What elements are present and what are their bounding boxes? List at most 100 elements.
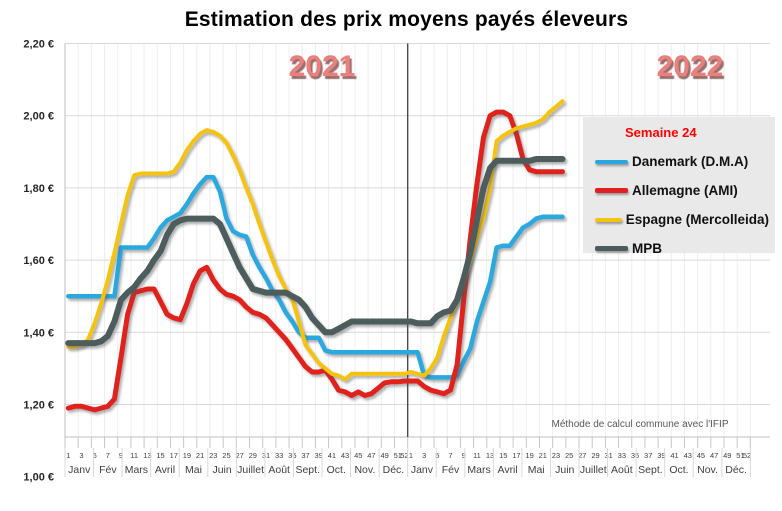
legend-item-4: MPB [595,234,769,263]
legend-box: Semaine 24 Danemark (D.M.A) Allemagne (AM… [583,117,775,256]
month-labels: Janv Fév Mars Avril Mai Juin Juillet Août Sept. O… [64,448,751,477]
week-tick-label: 41 [328,451,336,460]
week-tick-label: 19 [183,451,191,460]
week-tick-label: 17 [512,451,520,460]
month-label: Mai [185,464,202,476]
month-label: Déc. [725,464,747,476]
week-tick-label: 31 [605,451,613,460]
week-tick-label: 5 [435,451,439,460]
week-tick-label: 23 [209,451,217,460]
week-tick-label: 51 [736,451,744,460]
series-line-mpb [65,156,566,347]
week-tick-label: 49 [380,451,388,460]
series [65,99,566,413]
week-tick-label: 13 [143,451,151,460]
month-label: Déc. [383,464,405,476]
legend-item-label: MPB [632,241,662,256]
week-tick-label: 39 [315,451,323,460]
footnote: Méthode de calcul commune avec l'IFIP [551,419,729,430]
month-label: Fév [99,464,117,476]
legend-item-label: Allemagne (AMI) [632,183,738,198]
week-tick-label: 45 [354,451,362,460]
y-tick-label: 1,20 € [23,400,54,412]
month-label: Sept. [295,464,320,476]
month-label: Sept. [638,464,663,476]
week-tick-label: 35 [631,451,639,460]
legend-swatch-icon [595,159,628,164]
month-label: Fév [442,464,460,476]
week-tick-label: 5 [93,451,97,460]
week-tick-label: 43 [341,451,349,460]
week-tick-label: 17 [170,451,178,460]
y-axis-labels: 2,20 € 2,00 € 1,80 € 1,60 € 1,40 € 1,20 € 1,00… [23,39,54,484]
month-label: Mai [528,464,545,476]
week-tick-label: 15 [499,451,507,460]
legend-swatch-icon [595,246,628,251]
week-tick-label: 19 [525,451,533,460]
week-tick-label: 23 [552,451,560,460]
week-tick-label: 45 [697,451,705,460]
week-tick-label: 21 [196,451,204,460]
week-tick-label: 35 [288,451,296,460]
month-label: Oct. [669,464,688,476]
legend-items: Danemark (D.M.A) Allemagne (AMI) Espagne (… [595,147,769,263]
week-tick-label: 29 [591,451,599,460]
week-tick-label: 15 [156,451,164,460]
week-tick-label: 11 [473,451,481,460]
week-tick-label: 33 [275,451,283,460]
axes [64,43,770,438]
week-tick-label: 29 [249,451,257,460]
month-label: Avril [155,464,175,476]
legend-item-1: Danemark (D.M.A) [595,147,769,176]
week-tick-label: 25 [565,451,573,460]
week-tick-labels: 1 3 5 7 9 11 13 15 17 19 21 23 25 27 29 31 33 35 37 39 41 43 4… [66,451,751,460]
week-tick-label: 27 [235,451,243,460]
legend-swatch-icon [595,217,622,222]
week-tick-label: 47 [367,451,375,460]
week-tick-label: 9 [462,451,466,460]
y-tick-label: 1,40 € [23,327,54,339]
week-tick-label: 31 [262,451,270,460]
legend-item-2: Allemagne (AMI) [595,176,769,205]
vertical-gridlines [64,43,751,437]
week-tick-label: 7 [106,451,110,460]
week-tick-label: 52 [743,451,751,460]
week-tick-label: 51 [394,451,402,460]
week-tick-label: 21 [539,451,547,460]
week-tick-label: 37 [644,451,652,460]
legend-swatch-icon [595,188,628,193]
month-label: Juillet [237,464,264,476]
week-tick-label: 25 [222,451,230,460]
week-tick-label: 1 [409,451,413,460]
week-tick-label: 1 [66,451,70,460]
legend-item-label: Danemark (D.M.A) [632,154,749,169]
legend-item-3: Espagne (Mercolleida) [595,205,769,234]
horizontal-gridlines [65,43,770,405]
month-label: Juin [212,464,231,476]
week-tick-label: 37 [301,451,309,460]
y-tick-label: 2,20 € [23,39,54,51]
y-tick-label: 1,80 € [23,183,54,195]
week-tick-label: 27 [578,451,586,460]
year-label-2022: 2022 [656,50,724,83]
y-tick-label: 1,00 € [23,472,54,484]
week-tick-label: 3 [79,451,83,460]
series-line-allemagne-ami [65,109,565,413]
month-label: Mars [125,464,148,476]
week-tick-label: 3 [422,451,426,460]
month-label: Janv [411,464,434,476]
week-tick-label: 41 [670,451,678,460]
y-tick-label: 1,60 € [23,255,54,267]
week-tick-label: 43 [684,451,692,460]
chart-title: Estimation des prix moyens payés éleveur… [184,8,629,31]
month-label: Avril [498,464,518,476]
week-tick-label: 47 [710,451,718,460]
legend-item-label: Espagne (Mercolleida) [625,212,769,227]
week-ticks [64,437,751,448]
week-tick-label: 52 [400,451,408,460]
month-label: Août [268,464,290,476]
week-tick-label: 9 [119,451,123,460]
month-label: Août [611,464,633,476]
week-tick-label: 33 [618,451,626,460]
